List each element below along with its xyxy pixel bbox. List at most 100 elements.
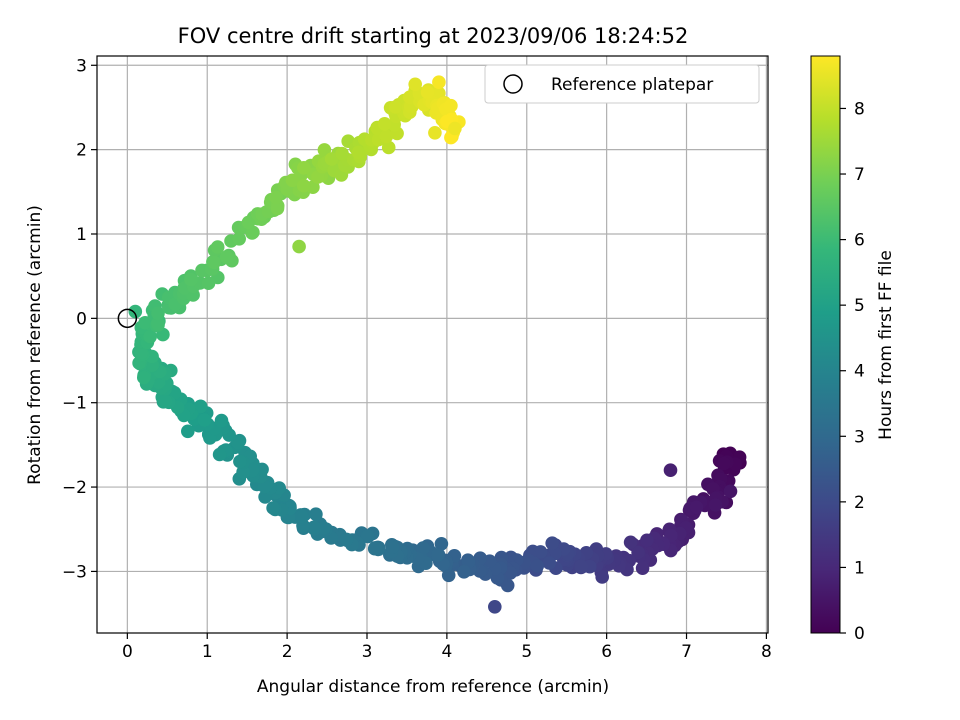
scatter-point — [214, 413, 229, 428]
y-tick-label: 1 — [76, 225, 87, 245]
scatter-point — [184, 272, 198, 287]
colorbar-tick-label: 0 — [854, 624, 865, 644]
y-tick-label: 0 — [76, 309, 87, 329]
x-tick-label: 3 — [362, 642, 373, 662]
scatter-point — [231, 436, 245, 450]
legend-box — [484, 64, 760, 104]
scatter-point — [137, 370, 151, 385]
scatter-point — [351, 145, 366, 160]
scatter-point — [311, 170, 325, 184]
x-tick-label: 7 — [681, 642, 692, 662]
colorbar-tick-label: 8 — [854, 99, 865, 119]
scatter-point — [292, 239, 306, 254]
legend-marker-icon — [503, 74, 523, 94]
colorbar: 0 1 2 3 4 5 6 7 8 Hours from first FF file — [810, 55, 896, 644]
colorbar-tick-label: 4 — [854, 362, 865, 382]
reference-marker — [117, 308, 138, 329]
scatter-point — [339, 532, 354, 547]
scatter-point — [197, 413, 212, 427]
scatter-point — [420, 85, 435, 99]
x-tick-label: 1 — [202, 642, 213, 662]
scatter-point — [457, 565, 471, 579]
scatter-point — [151, 306, 165, 321]
y-tick-label: −3 — [62, 562, 87, 582]
scatter-point — [717, 456, 731, 471]
scatter-point — [266, 501, 280, 515]
grid — [97, 56, 768, 633]
scatter-point — [207, 255, 221, 270]
colorbar-tick-label: 1 — [854, 558, 865, 578]
scatter-point — [530, 559, 545, 573]
scatter-point — [408, 77, 423, 92]
scatter-point — [640, 533, 654, 548]
scatter-point — [635, 561, 650, 575]
y-tick-label: −2 — [62, 478, 87, 498]
scatter-point — [360, 529, 375, 544]
scatter-point — [212, 447, 227, 462]
scatter-point — [708, 498, 723, 512]
colorbar-tick-label: 6 — [854, 231, 865, 251]
scatter-point — [324, 152, 339, 166]
colorbar-label: Hours from first FF file — [876, 250, 896, 440]
x-tick-label: 6 — [601, 642, 612, 662]
scatter-point — [542, 556, 557, 570]
scatter-point — [210, 240, 225, 254]
scatter-point — [307, 520, 321, 535]
scatter-point — [388, 100, 403, 114]
y-tick-label: 2 — [76, 141, 87, 161]
scatter-point — [448, 121, 462, 136]
scatter-point — [134, 346, 149, 360]
scatter-point — [689, 500, 704, 515]
scatter-point — [545, 536, 559, 550]
scatter-point — [335, 146, 349, 161]
x-tick-label: 5 — [521, 642, 532, 662]
scatter-point — [723, 484, 738, 499]
x-axis-label: Angular distance from reference (arcmin) — [257, 677, 609, 697]
scatter-point — [368, 541, 382, 555]
colorbar-ticks: 0 1 2 3 4 5 6 7 8 — [840, 99, 865, 644]
scatter-point — [488, 600, 502, 614]
scatter-point — [377, 117, 392, 131]
scatter-point — [233, 454, 247, 469]
x-axis: 0 1 2 3 4 5 6 7 8 — [122, 633, 772, 662]
scatter-point — [381, 140, 396, 155]
scatter-point — [297, 161, 311, 175]
legend-label: Reference platepar — [551, 75, 713, 95]
scatter-point — [595, 570, 609, 584]
scatter-point — [533, 545, 548, 559]
scatter-point — [143, 329, 157, 344]
scatter-point — [181, 424, 195, 439]
scatter-point — [379, 129, 394, 144]
scatter-point — [219, 250, 234, 264]
colorbar-tick-label: 3 — [854, 427, 865, 447]
scatter-point — [434, 537, 449, 551]
x-tick-label: 4 — [441, 642, 452, 662]
scatter-point — [317, 143, 332, 157]
y-axis-label: Rotation from reference (arcmin) — [25, 205, 45, 485]
chart-title: FOV centre drift starting at 2023/09/06 … — [178, 24, 689, 48]
legend: Reference platepar — [484, 64, 760, 104]
x-tick-label: 8 — [761, 642, 772, 662]
scatter-point — [663, 463, 678, 478]
plot-frame — [96, 55, 769, 634]
colorbar-tick-label: 5 — [854, 296, 865, 316]
x-tick-label: 0 — [122, 642, 133, 662]
colorbar-tick-label: 2 — [854, 493, 865, 513]
scatter-point — [428, 126, 442, 140]
scatter-point — [432, 75, 446, 89]
scatter-point — [193, 399, 208, 414]
points-layer — [128, 75, 747, 614]
scatter-point — [269, 190, 283, 205]
scatter-point — [151, 316, 165, 331]
scatter-point — [128, 304, 143, 319]
scatter-point — [574, 559, 588, 574]
scatter-point — [444, 98, 458, 113]
scatter-point — [631, 545, 645, 560]
scatter-point — [285, 173, 300, 188]
y-tick-label: 3 — [76, 56, 87, 76]
scatter-point — [294, 509, 309, 524]
scatter-point — [270, 201, 285, 216]
scatter-point — [296, 178, 311, 193]
scatter-point — [623, 535, 638, 550]
